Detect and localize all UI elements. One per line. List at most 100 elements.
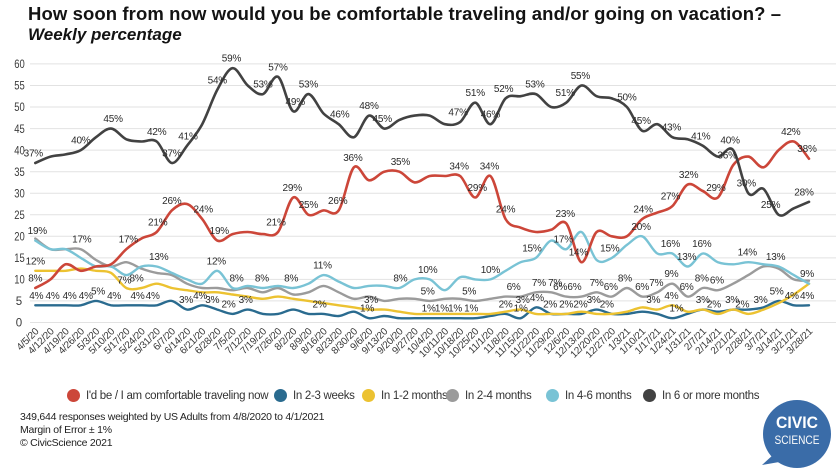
svg-text:15: 15: [14, 253, 25, 265]
svg-text:35: 35: [14, 167, 25, 179]
svg-text:26%: 26%: [328, 196, 348, 207]
svg-text:25%: 25%: [299, 200, 319, 211]
svg-text:45%: 45%: [631, 116, 651, 127]
svg-text:2%: 2%: [499, 299, 513, 310]
svg-text:6%: 6%: [567, 282, 581, 293]
svg-text:4%: 4%: [146, 291, 160, 302]
svg-text:8%: 8%: [393, 274, 407, 285]
svg-text:10%: 10%: [481, 265, 501, 276]
svg-text:30: 30: [14, 188, 25, 200]
svg-text:3%: 3%: [587, 295, 601, 306]
svg-text:42%: 42%: [781, 127, 801, 138]
svg-text:5%: 5%: [421, 286, 435, 297]
svg-text:52%: 52%: [494, 84, 514, 95]
svg-text:26%: 26%: [162, 196, 182, 207]
svg-text:13%: 13%: [677, 252, 697, 263]
svg-text:36%: 36%: [343, 153, 363, 164]
svg-text:3%: 3%: [696, 295, 710, 306]
svg-text:30%: 30%: [737, 179, 757, 190]
svg-text:19%: 19%: [28, 226, 48, 237]
svg-text:29%: 29%: [706, 183, 726, 194]
svg-text:1%: 1%: [514, 304, 528, 315]
svg-text:13%: 13%: [766, 252, 786, 263]
svg-text:8%: 8%: [129, 274, 143, 285]
svg-text:41%: 41%: [178, 131, 198, 142]
svg-text:8%: 8%: [695, 274, 709, 285]
svg-text:54%: 54%: [208, 75, 228, 86]
svg-text:0: 0: [16, 318, 22, 330]
svg-text:21%: 21%: [266, 218, 286, 229]
svg-text:3%: 3%: [516, 295, 530, 306]
svg-text:53%: 53%: [525, 80, 545, 91]
svg-text:5%: 5%: [462, 286, 476, 297]
svg-text:51%: 51%: [465, 88, 485, 99]
svg-text:6%: 6%: [680, 282, 694, 293]
svg-text:53%: 53%: [253, 80, 273, 91]
svg-text:3%: 3%: [753, 295, 767, 306]
svg-text:50%: 50%: [617, 93, 637, 104]
svg-text:5%: 5%: [91, 286, 105, 297]
svg-text:2%: 2%: [221, 299, 235, 310]
svg-text:55%: 55%: [571, 71, 591, 82]
svg-text:11%: 11%: [313, 261, 332, 272]
svg-text:49%: 49%: [285, 97, 305, 108]
svg-text:17%: 17%: [553, 235, 573, 246]
svg-text:12%: 12%: [207, 256, 227, 267]
svg-text:40%: 40%: [720, 136, 740, 147]
svg-text:7%: 7%: [117, 276, 131, 287]
svg-text:6%: 6%: [604, 282, 618, 293]
svg-text:3%: 3%: [725, 295, 739, 306]
svg-text:43%: 43%: [662, 123, 682, 134]
svg-text:14%: 14%: [569, 248, 589, 259]
svg-text:4%: 4%: [63, 291, 77, 302]
svg-text:1%: 1%: [448, 304, 462, 315]
svg-text:2%: 2%: [707, 299, 721, 310]
svg-text:4%: 4%: [79, 291, 93, 302]
svg-text:60: 60: [14, 59, 25, 71]
svg-text:4%: 4%: [664, 291, 678, 302]
svg-text:28%: 28%: [794, 187, 814, 198]
svg-text:15%: 15%: [522, 243, 542, 254]
svg-text:6%: 6%: [710, 276, 724, 287]
svg-text:32%: 32%: [679, 170, 699, 181]
svg-text:6%: 6%: [507, 282, 521, 293]
svg-text:2%: 2%: [312, 299, 326, 310]
svg-text:40: 40: [14, 145, 25, 157]
svg-text:3%: 3%: [205, 295, 219, 306]
svg-text:48%: 48%: [359, 101, 379, 112]
svg-text:4%: 4%: [130, 291, 144, 302]
svg-text:23%: 23%: [555, 209, 575, 220]
svg-text:10%: 10%: [418, 265, 438, 276]
svg-text:17%: 17%: [119, 235, 139, 246]
svg-text:1%: 1%: [422, 304, 436, 315]
svg-text:7%: 7%: [532, 278, 546, 289]
svg-text:7%: 7%: [649, 278, 663, 289]
svg-text:37%: 37%: [162, 149, 182, 160]
svg-text:14%: 14%: [738, 248, 758, 259]
svg-text:37%: 37%: [24, 149, 44, 160]
svg-text:1%: 1%: [464, 304, 478, 315]
svg-text:50: 50: [14, 102, 25, 114]
svg-text:6%: 6%: [553, 282, 567, 293]
svg-text:27%: 27%: [661, 192, 681, 203]
svg-text:34%: 34%: [449, 162, 469, 173]
svg-text:CIVIC: CIVIC: [776, 413, 818, 432]
svg-text:45%: 45%: [103, 114, 123, 125]
svg-text:1%: 1%: [669, 304, 683, 315]
svg-text:10: 10: [14, 275, 25, 287]
svg-text:4%: 4%: [29, 291, 43, 302]
svg-text:3%: 3%: [646, 295, 660, 306]
svg-text:8%: 8%: [255, 274, 269, 285]
svg-text:20: 20: [14, 232, 25, 244]
svg-text:5: 5: [16, 296, 22, 308]
svg-text:24%: 24%: [193, 205, 213, 216]
svg-text:29%: 29%: [282, 183, 302, 194]
svg-text:45%: 45%: [372, 114, 392, 125]
svg-text:25: 25: [14, 210, 25, 222]
svg-text:1%: 1%: [435, 304, 449, 315]
svg-text:4%: 4%: [107, 291, 121, 302]
svg-text:16%: 16%: [692, 239, 712, 250]
svg-text:24%: 24%: [633, 205, 653, 216]
svg-text:4%: 4%: [193, 291, 207, 302]
svg-text:2%: 2%: [559, 299, 573, 310]
